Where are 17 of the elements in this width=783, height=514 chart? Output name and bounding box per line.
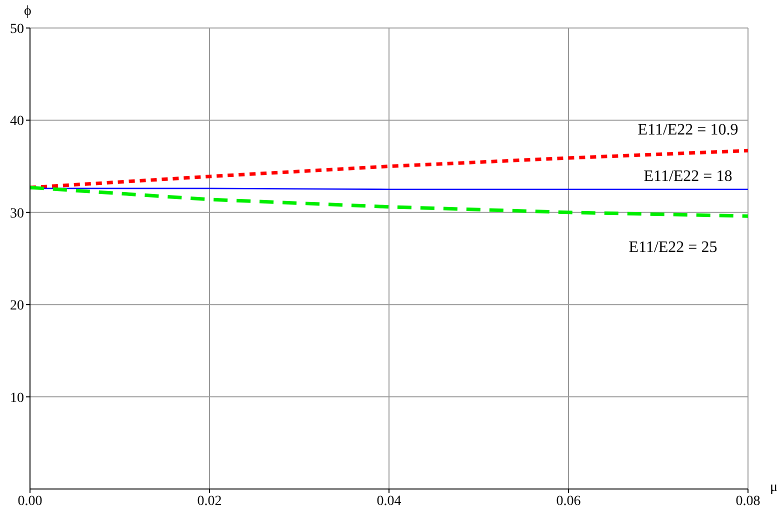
- y-tick-label: 50: [10, 22, 24, 37]
- x-tick-label: 0.04: [376, 494, 402, 509]
- annotation: E11/E22 = 25: [628, 238, 718, 256]
- y-tick-label: 20: [10, 298, 24, 314]
- annotation: E11/E22 = 18: [644, 168, 732, 186]
- x-tick-label: 0.06: [556, 494, 581, 509]
- x-axis-title: μ: [770, 480, 778, 496]
- line-series: [30, 186, 748, 218]
- y-axis-title: ϕ: [24, 4, 32, 20]
- y-tick-label: 40: [10, 114, 24, 130]
- line-series: [30, 148, 748, 190]
- x-tick-label: 0.02: [197, 494, 222, 509]
- x-tick-label: 0.08: [736, 494, 760, 509]
- annotation: E11/E22 = 10.9: [638, 121, 738, 138]
- x-tick-label: 0.00: [18, 494, 42, 509]
- y-tick-label: 30: [10, 206, 24, 222]
- y-tick-label: 10: [10, 390, 24, 406]
